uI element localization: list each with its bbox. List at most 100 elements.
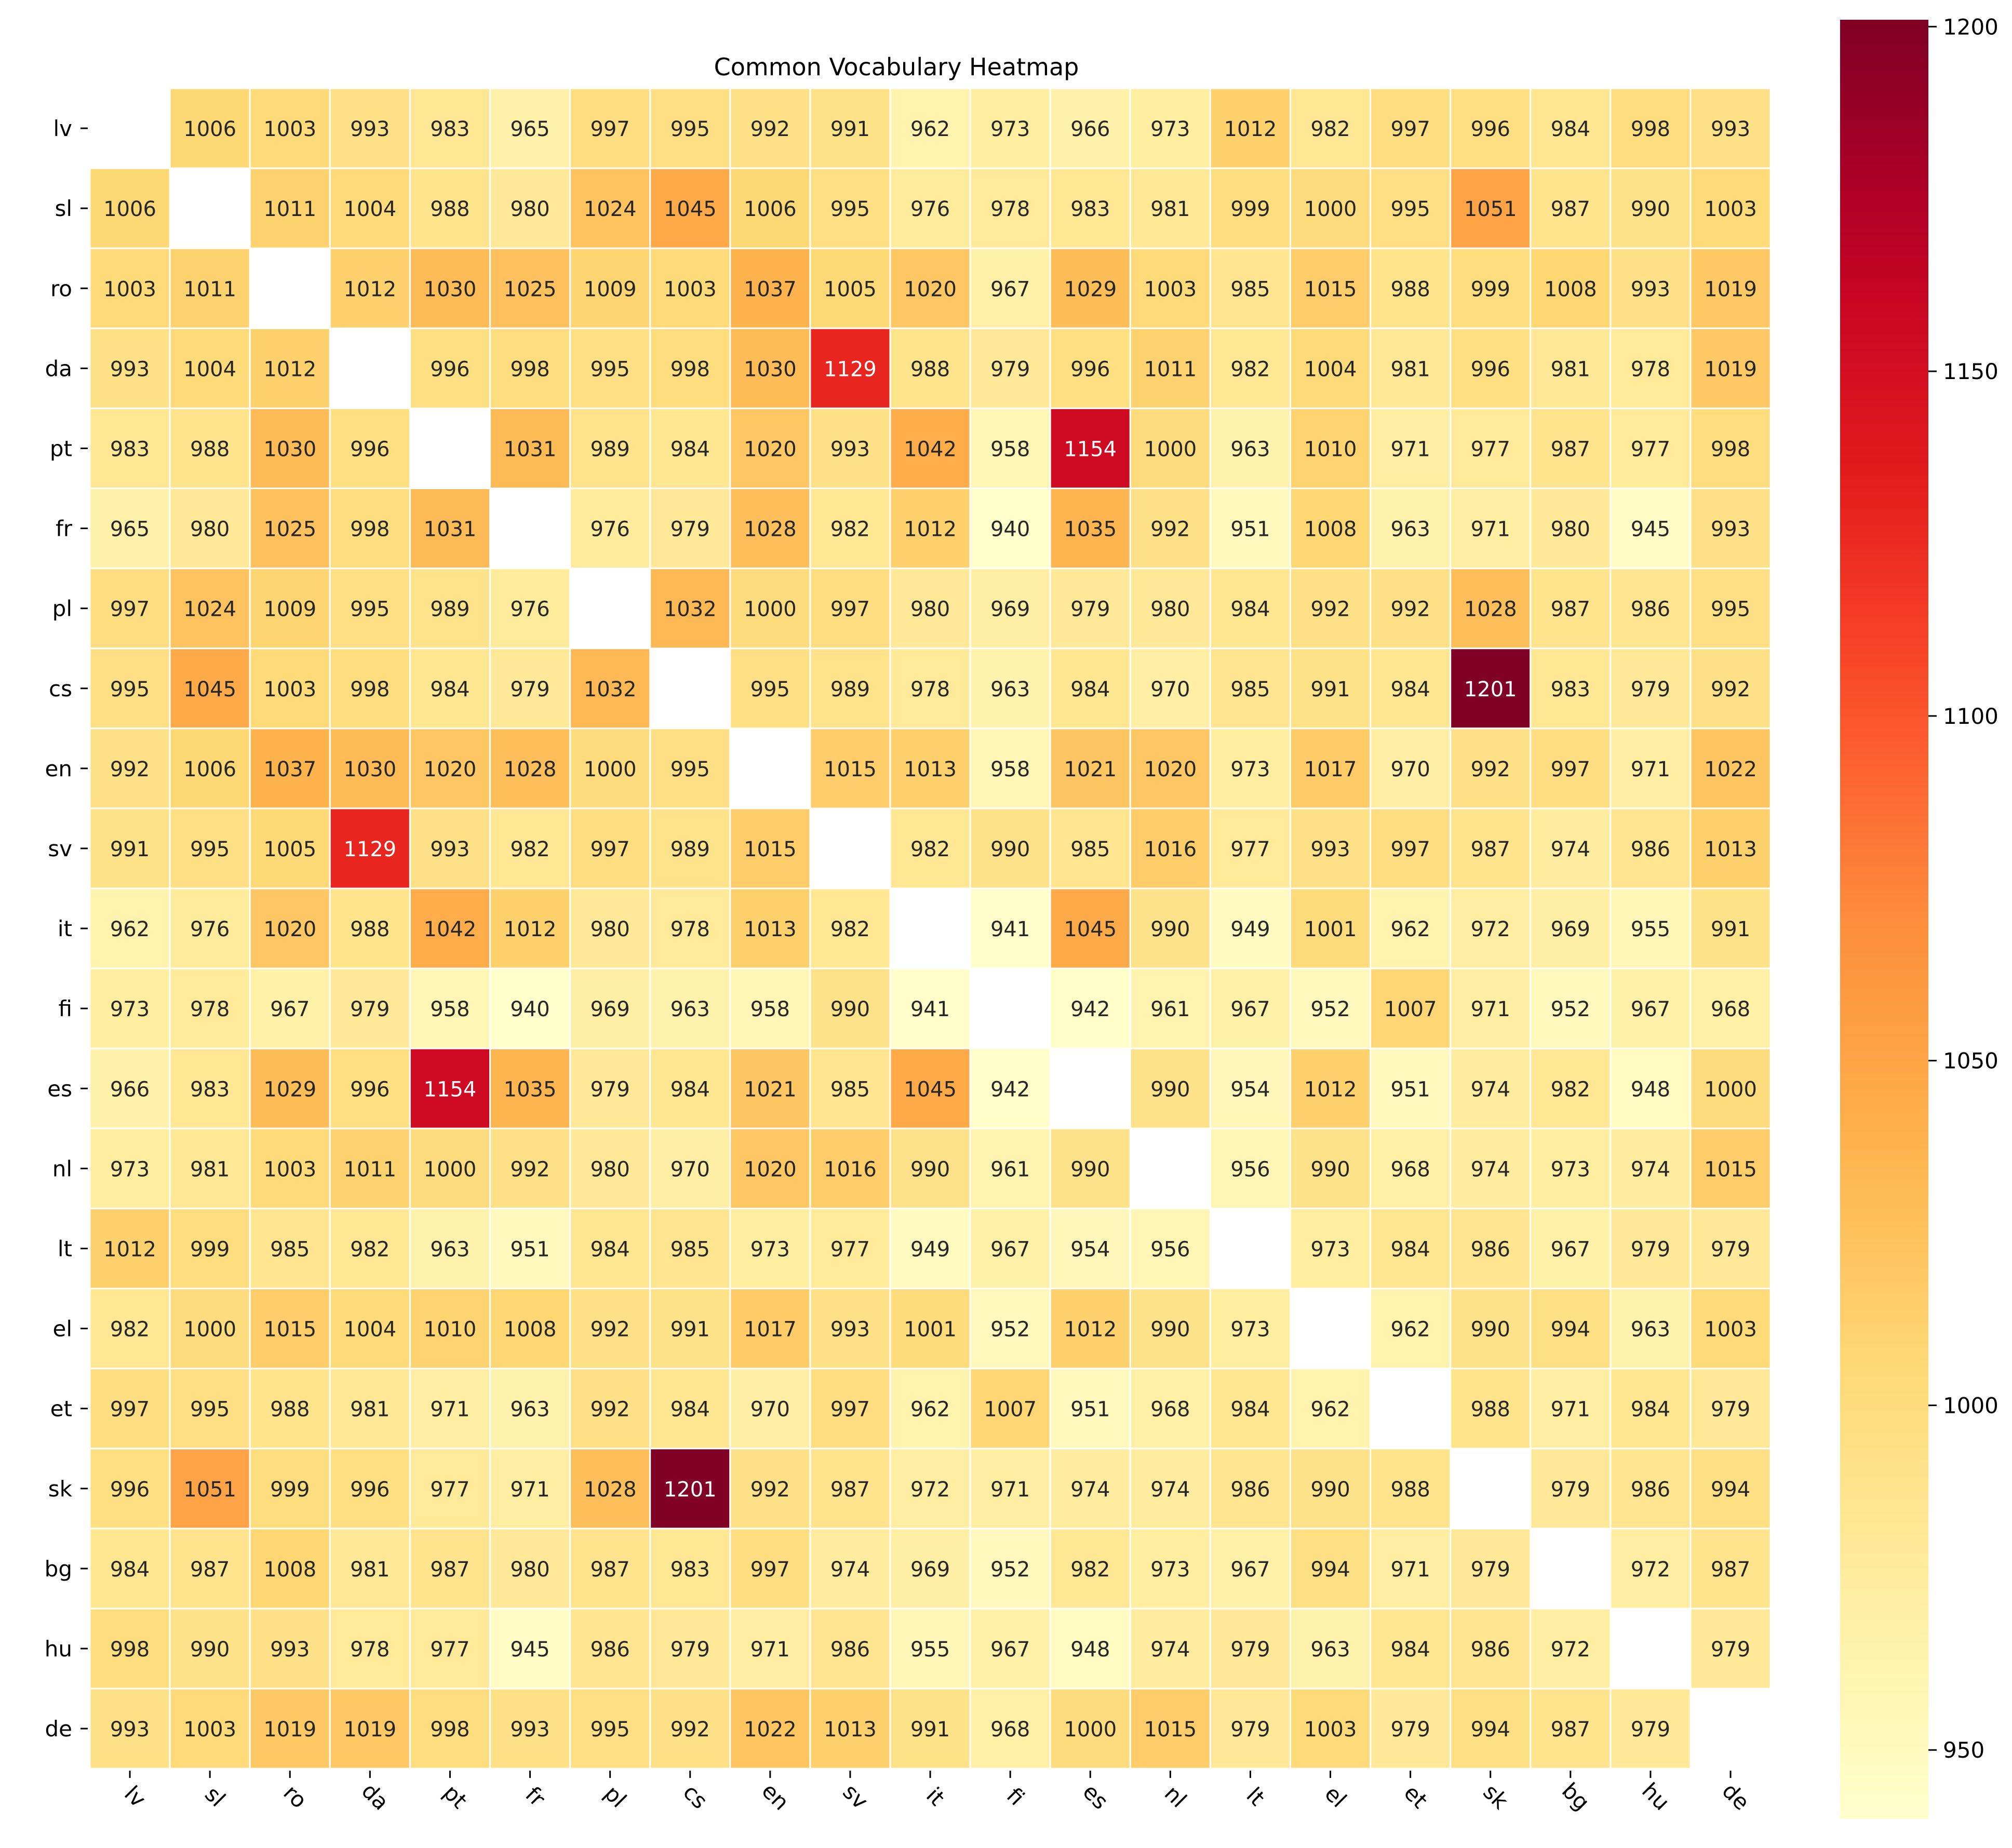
cell-value-label: 955 <box>910 1638 950 1662</box>
cell-value-label: 993 <box>110 357 150 381</box>
heatmap-cell <box>1209 1127 1291 1209</box>
heatmap-cell <box>809 648 891 730</box>
heatmap-cell <box>569 887 651 969</box>
cell-value-label: 1012 <box>904 518 957 542</box>
heatmap-cell <box>1049 568 1131 650</box>
heatmap-cell <box>1129 1448 1211 1530</box>
cell-value-label: 990 <box>1070 1157 1110 1181</box>
y-tick-label: fi <box>59 996 72 1021</box>
heatmap-cell <box>169 488 251 570</box>
heatmap-cell <box>249 407 331 490</box>
heatmap-cells: 1006 1003 993 983 965 997 995 992 991 962 973 966 97… <box>89 87 1772 1770</box>
heatmap-cell <box>169 887 251 969</box>
cell-value-label: 1201 <box>664 1478 717 1502</box>
heatmap-cell <box>1609 247 1692 329</box>
heatmap-cell <box>1290 727 1372 810</box>
cell-value-label: 997 <box>830 1398 870 1422</box>
cell-value-label: 974 <box>1150 1478 1190 1502</box>
cell-value-label: 1003 <box>1704 1318 1757 1342</box>
cell-value-label: 942 <box>990 1077 1030 1101</box>
heatmap-cell <box>169 1368 251 1450</box>
heatmap-cell <box>329 87 411 169</box>
cell-value-label: 990 <box>1150 918 1190 941</box>
heatmap-cell <box>1530 87 1612 169</box>
y-tick-label: pt <box>50 436 72 461</box>
heatmap-cell <box>1290 807 1372 889</box>
cell-value-label: 987 <box>590 1558 629 1582</box>
heatmap-cell <box>649 327 731 409</box>
heatmap-cell <box>1689 1207 1772 1289</box>
cell-value-label: 991 <box>110 838 150 861</box>
heatmap-cell <box>89 1608 171 1690</box>
heatmap-cell <box>1290 568 1372 650</box>
heatmap-cell <box>729 1528 811 1610</box>
cell-value-label: 1012 <box>263 357 316 381</box>
cell-value-label: 979 <box>590 1077 629 1101</box>
cell-value-label: 971 <box>1551 1398 1590 1422</box>
heatmap-cell <box>809 167 891 249</box>
heatmap-cell <box>969 1448 1051 1530</box>
cell-value-label: 967 <box>270 997 310 1021</box>
cell-value-label: 991 <box>1310 678 1350 702</box>
cell-value-label: 940 <box>990 518 1030 542</box>
heatmap-cell <box>1689 568 1772 650</box>
heatmap-cell <box>1450 87 1532 169</box>
cell-value-label: 1010 <box>424 1318 477 1342</box>
x-tick-label: nl <box>1160 1780 1192 1813</box>
heatmap-cell <box>169 807 251 889</box>
heatmap-cell <box>1209 887 1291 969</box>
cell-value-label: 958 <box>750 997 790 1021</box>
heatmap-cell <box>729 1448 811 1530</box>
heatmap-cell <box>809 327 891 409</box>
cell-value-label: 979 <box>1471 1558 1510 1582</box>
cell-value-label: 1001 <box>1304 918 1357 941</box>
cell-value-label: 955 <box>1631 918 1670 941</box>
cell-value-label: 948 <box>1070 1638 1110 1662</box>
cell-value-label: 986 <box>1471 1237 1510 1261</box>
heatmap-cell <box>1049 1608 1131 1690</box>
cell-value-label: 1012 <box>1064 1318 1117 1342</box>
cell-value-label: 977 <box>1230 838 1270 861</box>
heatmap-cell <box>1209 1288 1291 1370</box>
cell-value-label: 1015 <box>1144 1718 1197 1742</box>
cell-value-label: 1201 <box>1464 678 1517 702</box>
heatmap-cell <box>1290 247 1372 329</box>
heatmap-cell <box>1450 967 1532 1049</box>
cell-value-label: 1017 <box>1304 758 1357 781</box>
cell-value-label: 993 <box>270 1638 310 1662</box>
heatmap-cell <box>889 1608 971 1690</box>
heatmap-cell <box>1049 648 1131 730</box>
cell-value-label: 1012 <box>343 277 396 301</box>
heatmap-cell <box>1689 87 1772 169</box>
cell-value-label: 984 <box>1070 678 1110 702</box>
heatmap-cell <box>1370 87 1452 169</box>
heatmap-cell <box>809 887 891 969</box>
cell-value-label: 1004 <box>343 1318 396 1342</box>
x-tick-label: sl <box>200 1782 230 1812</box>
cell-value-label: 972 <box>1551 1638 1590 1662</box>
cell-value-label: 981 <box>190 1157 230 1181</box>
cell-value-label: 980 <box>1551 518 1590 542</box>
cell-value-label: 990 <box>910 1157 950 1181</box>
cell-value-label: 1000 <box>744 598 797 622</box>
y-tick-label: es <box>47 1076 72 1101</box>
cell-value-label: 1011 <box>1144 357 1197 381</box>
cell-value-label: 984 <box>1230 598 1270 622</box>
cell-value-label: 999 <box>1230 197 1270 221</box>
cell-value-label: 1010 <box>1304 437 1357 461</box>
cell-value-label: 993 <box>830 437 870 461</box>
cell-value-label: 992 <box>590 1398 629 1422</box>
heatmap-cell <box>1530 1047 1612 1129</box>
cell-value-label: 1008 <box>1304 518 1357 542</box>
cell-value-label: 985 <box>270 1237 310 1261</box>
heatmap-cell <box>329 488 411 570</box>
cell-value-label: 979 <box>1711 1638 1750 1662</box>
heatmap-cell <box>1450 1528 1532 1610</box>
heatmap-cell <box>1209 247 1291 329</box>
heatmap-cell <box>729 807 811 889</box>
cell-value-label: 981 <box>350 1558 390 1582</box>
heatmap-cell <box>1450 1608 1532 1690</box>
heatmap-cell <box>1049 727 1131 810</box>
heatmap-cell <box>649 247 731 329</box>
